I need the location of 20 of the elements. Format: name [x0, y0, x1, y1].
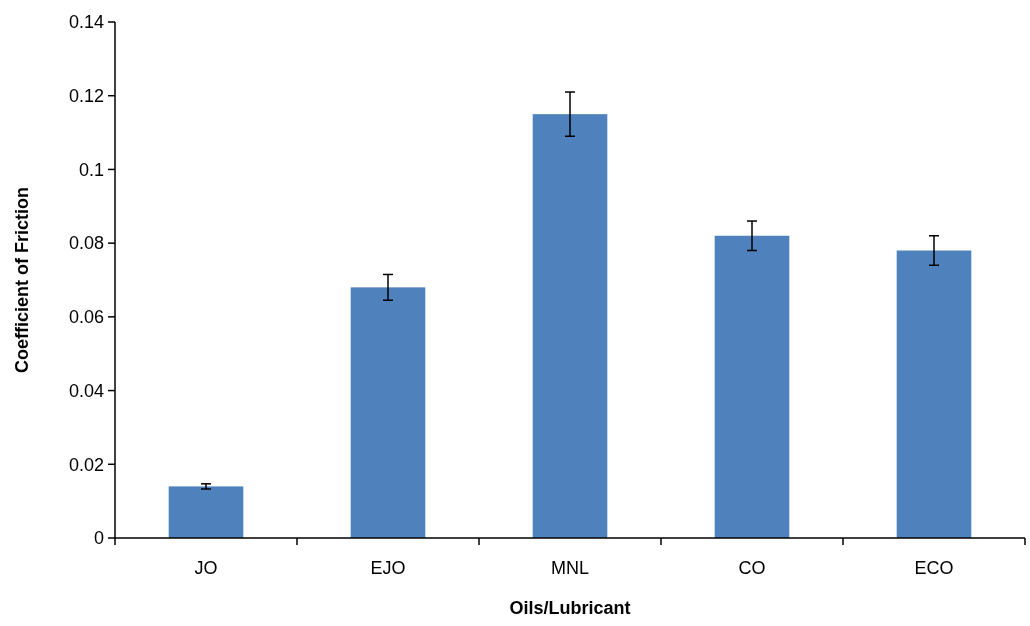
y-tick-label: 0.06	[68, 307, 104, 328]
bar	[350, 287, 426, 538]
y-tick-label: 0.08	[68, 233, 104, 254]
bar	[168, 486, 244, 538]
y-axis-title: Coefficient of Friction	[12, 187, 32, 373]
y-tick-label: 0.04	[68, 380, 104, 401]
x-tick-label: MNL	[550, 558, 590, 578]
y-tick-label: 0.02	[68, 454, 104, 475]
x-tick-label: EJO	[370, 558, 406, 578]
x-tick-label: CO	[738, 558, 766, 578]
y-tick-label: 0.1	[78, 159, 104, 180]
y-tick-label: 0.12	[68, 86, 104, 107]
bar	[714, 235, 790, 538]
y-tick-label: 0.14	[68, 12, 104, 33]
y-tick-label: 0	[93, 528, 104, 549]
bar	[896, 250, 972, 538]
x-tick-label: JO	[194, 558, 218, 578]
bar	[532, 114, 608, 538]
x-axis-title: Oils/Lubricant	[509, 598, 631, 618]
x-tick-label: ECO	[914, 558, 954, 578]
